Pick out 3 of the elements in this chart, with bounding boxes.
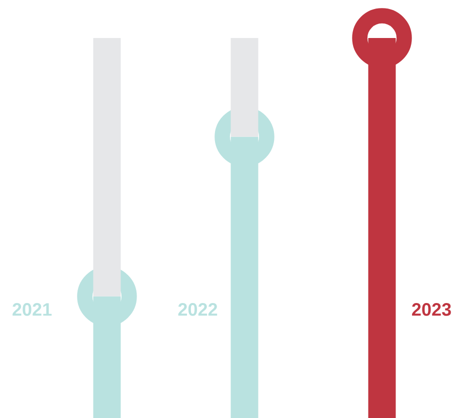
x-tick-label: 2021 [12,303,52,316]
x-tick-label: 2023 [412,303,451,316]
x-tick-label: 2022 [178,303,218,316]
